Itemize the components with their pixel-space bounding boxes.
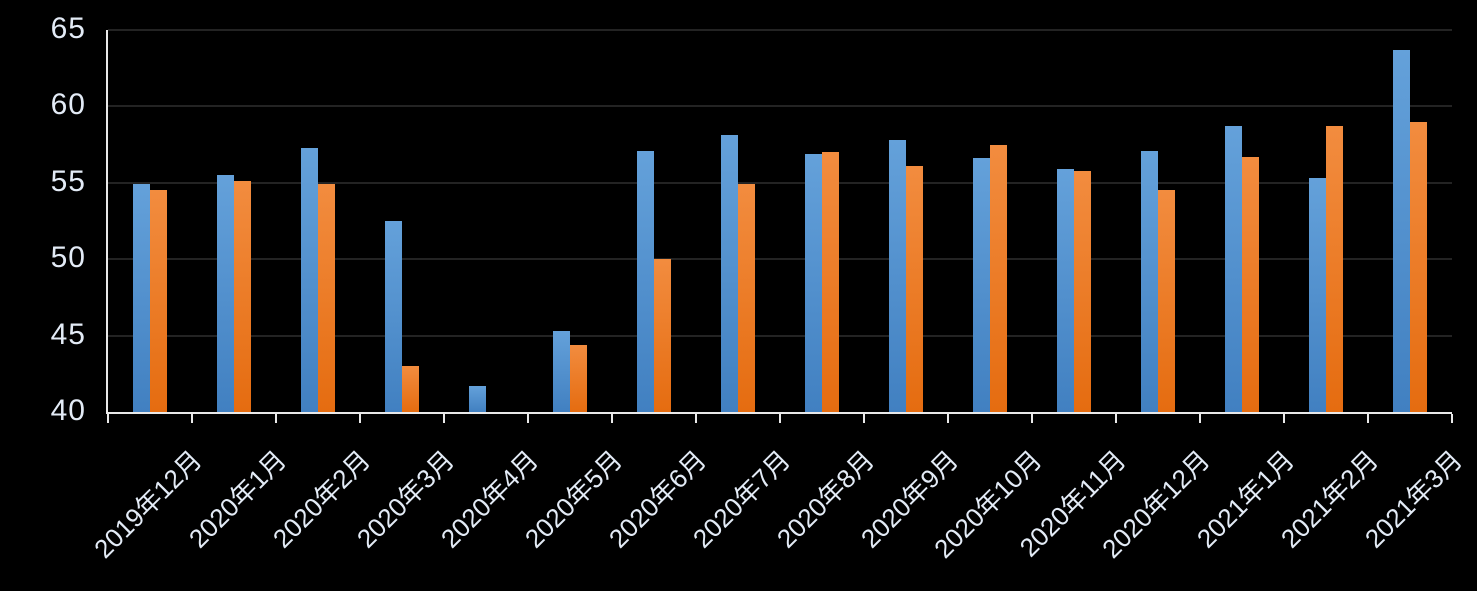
bar-blue-3 bbox=[301, 147, 318, 412]
bar-blue-16 bbox=[1393, 49, 1410, 412]
x-axis-tick bbox=[863, 414, 865, 423]
bar-orange-3 bbox=[318, 184, 335, 412]
bar-blue-11 bbox=[973, 158, 990, 412]
x-axis-tick bbox=[107, 414, 109, 423]
bar-blue-8 bbox=[721, 135, 738, 412]
x-axis bbox=[106, 412, 1452, 414]
gridline-50 bbox=[108, 258, 1452, 261]
bar-orange-12 bbox=[1074, 170, 1091, 412]
x-axis-tick bbox=[1199, 414, 1201, 423]
bar-orange-2 bbox=[234, 181, 251, 412]
bar-orange-10 bbox=[906, 165, 923, 412]
bar-blue-9 bbox=[805, 153, 822, 412]
bar-blue-5 bbox=[469, 386, 486, 412]
bar-orange-8 bbox=[738, 184, 755, 412]
gridline-55 bbox=[108, 181, 1452, 184]
bar-blue-1 bbox=[133, 184, 150, 412]
bar-blue-10 bbox=[889, 140, 906, 412]
bar-blue-2 bbox=[217, 175, 234, 412]
bar-orange-4 bbox=[402, 366, 419, 412]
x-axis-tick bbox=[779, 414, 781, 423]
bar-orange-11 bbox=[990, 144, 1007, 412]
x-axis-tick bbox=[1031, 414, 1033, 423]
gridline-65 bbox=[108, 29, 1452, 31]
x-axis-label-1: 2019年12月 bbox=[88, 444, 208, 564]
x-axis-tick bbox=[191, 414, 193, 423]
y-axis-label-50: 50 bbox=[50, 241, 86, 275]
bar-orange-15 bbox=[1326, 126, 1343, 412]
bar-blue-4 bbox=[385, 221, 402, 412]
x-axis-tick bbox=[443, 414, 445, 423]
x-axis-tick bbox=[1367, 414, 1369, 423]
gridline-45 bbox=[108, 334, 1452, 337]
x-axis-tick bbox=[1115, 414, 1117, 423]
x-axis-tick bbox=[611, 414, 613, 423]
bar-blue-12 bbox=[1057, 169, 1074, 412]
y-axis-label-40: 40 bbox=[50, 394, 86, 427]
y-axis-label-55: 55 bbox=[50, 164, 86, 198]
x-axis-tick bbox=[527, 414, 529, 423]
bar-blue-7 bbox=[637, 150, 654, 412]
bar-orange-1 bbox=[150, 190, 167, 412]
bar-orange-14 bbox=[1242, 156, 1259, 412]
y-axis-label-65: 65 bbox=[50, 12, 86, 45]
bar-orange-13 bbox=[1158, 190, 1175, 412]
y-axis-label-45: 45 bbox=[50, 317, 86, 351]
gridline-60 bbox=[108, 105, 1452, 108]
x-axis-tick bbox=[1451, 414, 1453, 423]
bar-orange-9 bbox=[822, 152, 839, 412]
y-axis-label-60: 60 bbox=[50, 88, 86, 122]
x-axis-tick bbox=[359, 414, 361, 423]
bar-orange-7 bbox=[654, 259, 671, 412]
bar-orange-6 bbox=[570, 344, 587, 412]
bar-blue-13 bbox=[1141, 150, 1158, 412]
bar-orange-16 bbox=[1410, 121, 1427, 412]
x-axis-tick bbox=[695, 414, 697, 423]
bar-blue-14 bbox=[1225, 126, 1242, 412]
y-axis bbox=[106, 30, 108, 414]
bar-blue-15 bbox=[1309, 178, 1326, 412]
bar-blue-6 bbox=[553, 331, 570, 412]
x-axis-tick bbox=[947, 414, 949, 423]
x-axis-tick bbox=[275, 414, 277, 423]
x-axis-tick bbox=[1283, 414, 1285, 423]
